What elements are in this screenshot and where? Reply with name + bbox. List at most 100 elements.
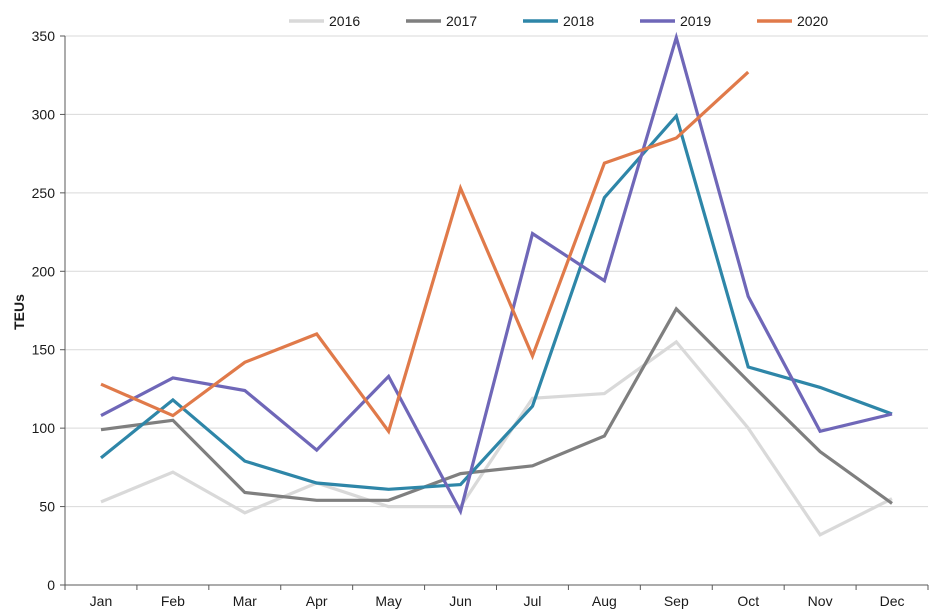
- x-tick-label: Dec: [880, 593, 905, 609]
- x-tick-label: Aug: [592, 593, 617, 609]
- y-axis-title: TEUs: [11, 294, 27, 330]
- data-point-2020-Aug: [603, 161, 606, 164]
- data-point-2018-Jan: [99, 456, 102, 459]
- data-point-2020-Oct: [747, 70, 750, 73]
- data-point-2018-Oct: [747, 365, 750, 368]
- x-tick-label: Oct: [737, 593, 759, 609]
- series-line-2019: [100, 31, 893, 516]
- data-point-2020-Apr: [315, 332, 318, 335]
- x-tick-label: Apr: [306, 593, 328, 609]
- legend-label: 2017: [446, 13, 477, 29]
- legend-item-2017: 2017: [406, 13, 477, 29]
- data-point-2019-Jul: [531, 232, 534, 235]
- legend-label: 2019: [680, 13, 711, 29]
- legend-item-2018: 2018: [523, 13, 594, 29]
- data-point-2019-Oct: [747, 295, 750, 298]
- data-point-2016-Dec: [890, 497, 893, 500]
- data-point-2016-Oct: [747, 427, 750, 430]
- data-point-2017-Jan: [99, 428, 102, 431]
- data-point-2017-Dec: [890, 502, 893, 505]
- data-point-2019-Nov: [819, 430, 822, 433]
- axis-layer: 0 50 100 150 200 250 300 350 Jan Feb Mar Apr May Jun J…: [32, 28, 929, 609]
- data-point-2019-Mar: [243, 389, 246, 392]
- series-2018: [99, 112, 893, 491]
- data-point-2020-Feb: [171, 414, 174, 417]
- data-point-2018-Mar: [243, 459, 246, 462]
- data-point-2016-Feb: [171, 470, 174, 473]
- legend-item-2019: 2019: [640, 13, 711, 29]
- data-point-2016-Mar: [243, 511, 246, 514]
- x-tick-label: Jul: [524, 593, 542, 609]
- data-point-2016-May: [387, 505, 390, 508]
- data-point-2020-Sep: [675, 136, 678, 139]
- data-point-2017-Sep: [675, 307, 678, 310]
- series-2019: [99, 31, 893, 516]
- series-line-2016: [100, 339, 893, 537]
- data-point-2017-Jun: [459, 472, 462, 475]
- y-tick-label: 100: [32, 420, 56, 436]
- x-tick-label: Feb: [161, 593, 185, 609]
- y-tick-label: 200: [32, 263, 56, 279]
- series-2017: [99, 306, 893, 505]
- data-point-2018-Apr: [315, 481, 318, 484]
- data-point-2019-Dec: [890, 412, 893, 415]
- legend-label: 2018: [563, 13, 594, 29]
- data-point-2019-Feb: [171, 376, 174, 379]
- y-tick-label: 50: [39, 499, 55, 515]
- y-tick-label: 350: [32, 28, 56, 44]
- data-point-2016-Nov: [819, 533, 822, 536]
- x-tick-label: Sep: [664, 593, 689, 609]
- data-point-2016-Sep: [675, 340, 678, 343]
- x-tick-label: Jun: [449, 593, 472, 609]
- legend-item-2016: 2016: [289, 13, 360, 29]
- legend-item-2020: 2020: [757, 13, 828, 29]
- data-point-2017-Mar: [243, 491, 246, 494]
- data-point-2018-Feb: [171, 398, 174, 401]
- data-point-2016-Jan: [99, 500, 102, 503]
- data-point-2017-Apr: [315, 499, 318, 502]
- data-point-2017-Jul: [531, 464, 534, 467]
- series-layer: [99, 31, 893, 537]
- series-2016: [99, 339, 893, 537]
- data-point-2017-Nov: [819, 450, 822, 453]
- grid-layer: [65, 35, 928, 508]
- data-point-2019-Apr: [315, 449, 318, 452]
- data-point-2017-Oct: [747, 379, 750, 382]
- series-line-2020: [100, 70, 750, 435]
- data-point-2019-Jun: [459, 510, 462, 513]
- data-point-2019-Aug: [603, 279, 606, 282]
- data-point-2020-Jun: [459, 187, 462, 190]
- legend-label: 2020: [797, 13, 828, 29]
- data-point-2019-Jan: [99, 414, 102, 417]
- data-point-2018-Aug: [603, 196, 606, 199]
- data-point-2018-May: [387, 488, 390, 491]
- x-tick-label: Mar: [233, 593, 257, 609]
- y-tick-label: 250: [32, 185, 56, 201]
- data-point-2018-Jun: [459, 483, 462, 486]
- series-2020: [99, 70, 750, 435]
- data-point-2018-Nov: [819, 386, 822, 389]
- series-line-2017: [100, 306, 893, 505]
- y-tick-label: 300: [32, 106, 56, 122]
- x-tick-label: Jan: [90, 593, 113, 609]
- data-point-2020-Jan: [99, 383, 102, 386]
- data-point-2018-Sep: [675, 114, 678, 117]
- x-tick-label: Nov: [808, 593, 833, 609]
- data-point-2020-Mar: [243, 361, 246, 364]
- data-point-2019-Sep: [675, 36, 678, 39]
- legend: 2016 2017 2018 2019 2020: [289, 13, 828, 29]
- x-tick-label: May: [375, 593, 401, 609]
- data-point-2017-Feb: [171, 419, 174, 422]
- y-tick-label: 0: [47, 577, 55, 593]
- data-point-2020-May: [387, 430, 390, 433]
- data-point-2020-Jul: [531, 354, 534, 357]
- data-point-2017-Aug: [603, 434, 606, 437]
- y-tick-label: 150: [32, 342, 56, 358]
- data-point-2017-May: [387, 499, 390, 502]
- series-line-2018: [99, 112, 893, 491]
- legend-label: 2016: [329, 13, 360, 29]
- data-point-2016-Aug: [603, 392, 606, 395]
- data-point-2018-Jul: [531, 405, 534, 408]
